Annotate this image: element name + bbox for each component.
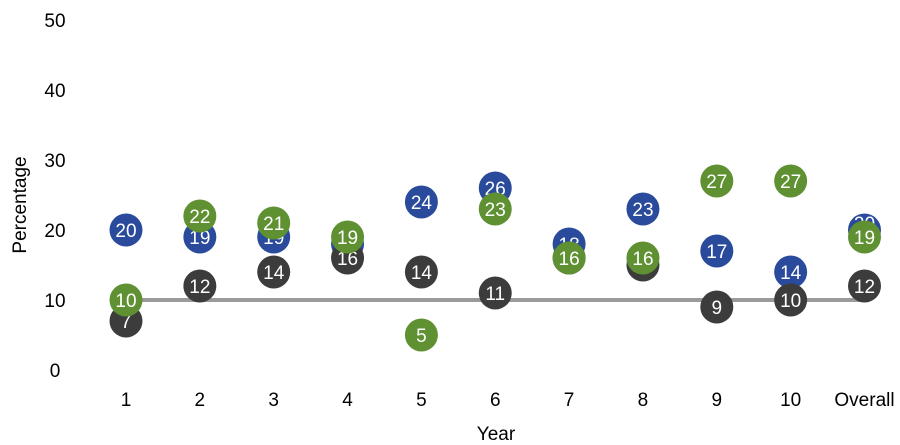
data-point [774,255,808,289]
data-label: 23 [485,200,506,221]
x-tick-label: 2 [195,390,206,411]
x-axis-ticks: 1 2 3 4 5 6 7 8 9 10 Overall [121,390,895,411]
data-label: 9 [712,298,723,319]
data-label: 19 [337,228,358,249]
x-axis-title: Year [477,424,516,445]
data-label: 10 [780,291,801,312]
data-point [183,269,217,303]
data-label: 10 [115,291,136,312]
data-label: 11 [485,284,505,305]
data-label: 12 [189,277,210,298]
data-label: 16 [559,249,580,270]
y-tick-label: 50 [44,11,65,32]
data-label: 7 [121,312,132,333]
data-label: 23 [632,200,653,221]
data-label: 16 [632,249,653,270]
y-axis-title: Percentage [10,156,31,253]
x-tick-label: 8 [638,390,649,411]
data-point [774,283,808,317]
x-tick-label: Overall [834,390,894,411]
data-point [478,192,512,226]
data-point [478,276,512,310]
data-label: 14 [780,263,802,284]
x-tick-label: 5 [416,390,427,411]
data-point [552,241,586,275]
data-label: 16 [337,249,358,270]
data-label: 17 [706,242,727,263]
y-tick-label: 0 [50,361,61,382]
data-point [257,206,291,240]
data-point [700,234,734,268]
data-label: 22 [189,207,210,228]
data-point [404,318,438,352]
x-tick-label: 7 [564,390,575,411]
data-label: 27 [780,172,801,193]
data-point [848,269,881,303]
data-label: 14 [411,263,433,284]
data-point [774,164,808,198]
x-tick-label: 6 [490,390,501,411]
data-label: 19 [854,228,875,249]
data-label: 21 [263,214,284,235]
data-label: 12 [854,277,875,298]
data-point [183,199,217,233]
data-points: 2019191824261823171420712141614111615910… [109,164,881,352]
data-point [257,255,291,289]
x-tick-label: 4 [342,390,353,411]
x-tick-label: 3 [268,390,279,411]
data-point [109,283,143,317]
x-tick-label: 10 [780,390,801,411]
y-tick-label: 40 [44,81,65,102]
y-axis-ticks: 0 10 20 30 40 50 [44,11,65,382]
data-point [626,241,660,275]
data-label: 5 [416,326,427,347]
x-tick-label: 9 [712,390,723,411]
data-point [700,164,734,198]
data-point [626,192,660,226]
data-point [404,255,438,289]
data-point [700,290,734,324]
y-tick-label: 10 [44,291,65,312]
data-label: 20 [115,221,136,242]
data-point [109,213,143,247]
data-point [331,220,365,254]
data-label: 19 [189,228,210,249]
y-tick-label: 30 [44,151,65,172]
data-label: 27 [706,172,727,193]
data-label: 14 [263,263,285,284]
data-point [848,220,881,254]
x-tick-label: 1 [121,390,132,411]
y-tick-label: 20 [44,221,65,242]
data-point [404,185,438,219]
data-label: 24 [411,193,433,214]
